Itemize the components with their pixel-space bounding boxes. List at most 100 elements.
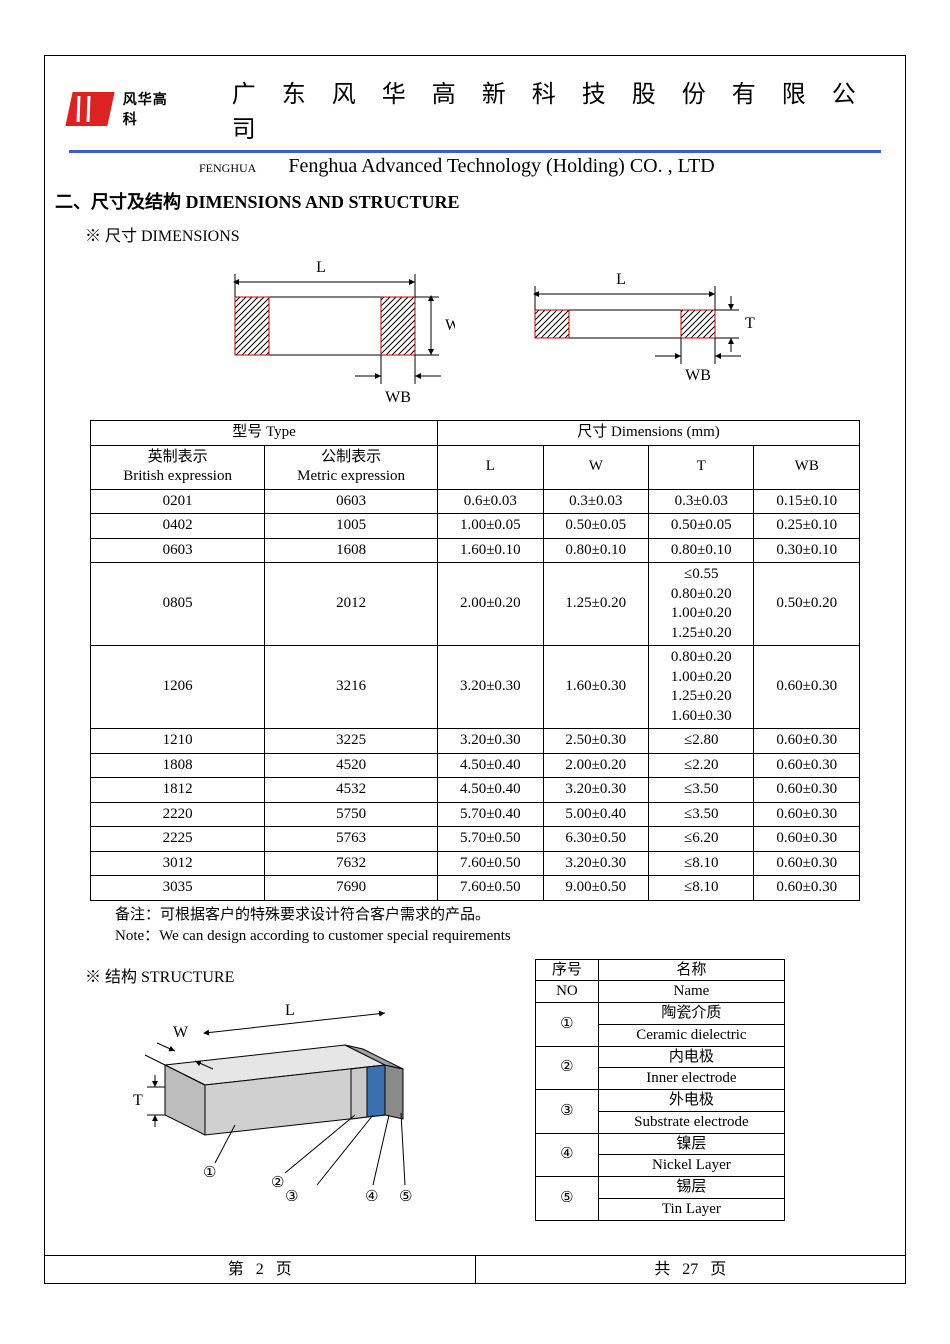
cell-m: 1608 (265, 538, 438, 563)
struct-no: ② (536, 1046, 599, 1090)
th-british: 英制表示 British expression (91, 445, 265, 489)
label-WB-2: WB (685, 367, 711, 384)
struct-name-cn: 内电极 (598, 1046, 784, 1068)
cell-WB: 0.60±0.30 (754, 802, 860, 827)
struct-name-en: Tin Layer (598, 1198, 784, 1220)
table-row: 180845204.50±0.402.00±0.20≤2.200.60±0.30 (91, 753, 860, 778)
struct-label-W: W (173, 1024, 189, 1041)
cell-b: 0603 (91, 538, 265, 563)
cell-WB: 0.25±0.10 (754, 514, 860, 539)
cell-T: ≤3.50 (649, 802, 754, 827)
cell-WB: 0.60±0.30 (754, 851, 860, 876)
footer-right-suffix: 页 (710, 1261, 726, 1278)
section-title: 二、尺寸及结构 DIMENSIONS AND STRUCTURE (55, 188, 905, 214)
dimension-figures: L W WB (45, 252, 905, 412)
cell-WB: 0.60±0.30 (754, 729, 860, 754)
struct-no: ① (536, 1003, 599, 1047)
cell-m: 3225 (265, 729, 438, 754)
struct-no: ⑤ (536, 1177, 599, 1221)
cell-W: 1.60±0.30 (543, 646, 648, 729)
cell-m: 0603 (265, 489, 438, 514)
struct-name-cn: 锡层 (598, 1177, 784, 1199)
cell-T: ≤8.10 (649, 876, 754, 901)
cell-WB: 0.60±0.30 (754, 827, 860, 852)
structure-svg: W L T ① ② ③ (85, 995, 465, 1215)
cell-b: 1210 (91, 729, 265, 754)
logo-icon (65, 92, 114, 126)
cell-m: 5763 (265, 827, 438, 852)
table-row: 020106030.6±0.030.3±0.030.3±0.030.15±0.1… (91, 489, 860, 514)
table-row: 301276327.60±0.503.20±0.30≤8.100.60±0.30 (91, 851, 860, 876)
callout-4: ④ (365, 1189, 378, 1205)
header-rule (69, 150, 881, 153)
footer-left-suffix: 页 (276, 1261, 292, 1278)
cell-W: 0.50±0.05 (543, 514, 648, 539)
label-WB-1: WB (385, 389, 411, 406)
cell-L: 1.60±0.10 (438, 538, 543, 563)
struct-row: ④镍层 (536, 1133, 785, 1155)
cell-W: 2.00±0.20 (543, 753, 648, 778)
callout-1: ① (203, 1165, 216, 1181)
table-row: 040210051.00±0.050.50±0.050.50±0.050.25±… (91, 514, 860, 539)
brand-pinyin: FENGHUA (199, 161, 256, 176)
cell-W: 2.50±0.30 (543, 729, 648, 754)
company-title-cn: 广 东 风 华 高 新 科 技 股 份 有 限 公 司 (232, 74, 881, 144)
cell-m: 4532 (265, 778, 438, 803)
table-row: 120632163.20±0.301.60±0.300.80±0.20 1.00… (91, 646, 860, 729)
cell-b: 2225 (91, 827, 265, 852)
cell-b: 0402 (91, 514, 265, 539)
structure-figure: W L T ① ② ③ (85, 995, 505, 1220)
structure-subtitle: ※ 结构 STRUCTURE (85, 963, 505, 987)
th-WB: WB (754, 445, 860, 489)
cell-L: 2.00±0.20 (438, 563, 543, 646)
cell-b: 1812 (91, 778, 265, 803)
footer-left: 第 2 页 (45, 1256, 476, 1283)
footer-left-prefix: 第 (228, 1261, 244, 1278)
table-row: 121032253.20±0.302.50±0.30≤2.800.60±0.30 (91, 729, 860, 754)
th-dim: 尺寸 Dimensions (mm) (438, 421, 860, 446)
cell-W: 9.00±0.50 (543, 876, 648, 901)
cell-b: 3035 (91, 876, 265, 901)
cell-W: 3.20±0.30 (543, 851, 648, 876)
cell-T: ≤3.50 (649, 778, 754, 803)
struct-row: ③外电极 (536, 1090, 785, 1112)
footer-right-prefix: 共 (654, 1261, 670, 1278)
table-row: 303576907.60±0.509.00±0.50≤8.100.60±0.30 (91, 876, 860, 901)
cell-T: 0.80±0.20 1.00±0.20 1.25±0.20 1.60±0.30 (649, 646, 754, 729)
cell-m: 3216 (265, 646, 438, 729)
dimensions-subtitle: ※ 尺寸 DIMENSIONS (85, 222, 905, 246)
struct-row: ①陶瓷介质 (536, 1003, 785, 1025)
cell-W: 3.20±0.30 (543, 778, 648, 803)
note-en: Note：We can design according to customer… (115, 926, 905, 947)
cell-m: 2012 (265, 563, 438, 646)
st-head-no-en: NO (536, 981, 599, 1003)
st-head-name-en: Name (598, 981, 784, 1003)
footer-right: 共 27 页 (476, 1256, 906, 1283)
label-L: L (316, 259, 326, 276)
cell-W: 0.80±0.10 (543, 538, 648, 563)
struct-no: ③ (536, 1090, 599, 1134)
callout-5: ⑤ (399, 1189, 412, 1205)
table-row: 222557635.70±0.506.30±0.50≤6.200.60±0.30 (91, 827, 860, 852)
company-title-en: Fenghua Advanced Technology (Holding) CO… (288, 155, 714, 178)
header: 风华高科 广 东 风 华 高 新 科 技 股 份 有 限 公 司 FENGHUA… (45, 56, 905, 178)
th-L: L (438, 445, 543, 489)
structure-table: 序号 名称 NO Name ①陶瓷介质Ceramic dielectric②内电… (535, 959, 785, 1221)
cell-b: 0201 (91, 489, 265, 514)
table-row: 060316081.60±0.100.80±0.100.80±0.100.30±… (91, 538, 860, 563)
cell-L: 4.50±0.40 (438, 778, 543, 803)
th-W: W (543, 445, 648, 489)
cell-b: 0805 (91, 563, 265, 646)
cell-b: 1206 (91, 646, 265, 729)
footer-page: 2 (256, 1261, 264, 1278)
st-head-no-cn: 序号 (536, 959, 599, 981)
struct-name-cn: 外电极 (598, 1090, 784, 1112)
th-british-cn: 英制表示 (148, 449, 208, 465)
cell-T: ≤2.80 (649, 729, 754, 754)
top-view-svg: L W WB (195, 252, 455, 412)
cell-m: 1005 (265, 514, 438, 539)
cell-T: ≤0.55 0.80±0.20 1.00±0.20 1.25±0.20 (649, 563, 754, 646)
struct-label-L: L (285, 1002, 295, 1019)
cell-W: 5.00±0.40 (543, 802, 648, 827)
label-W: W (445, 317, 455, 334)
